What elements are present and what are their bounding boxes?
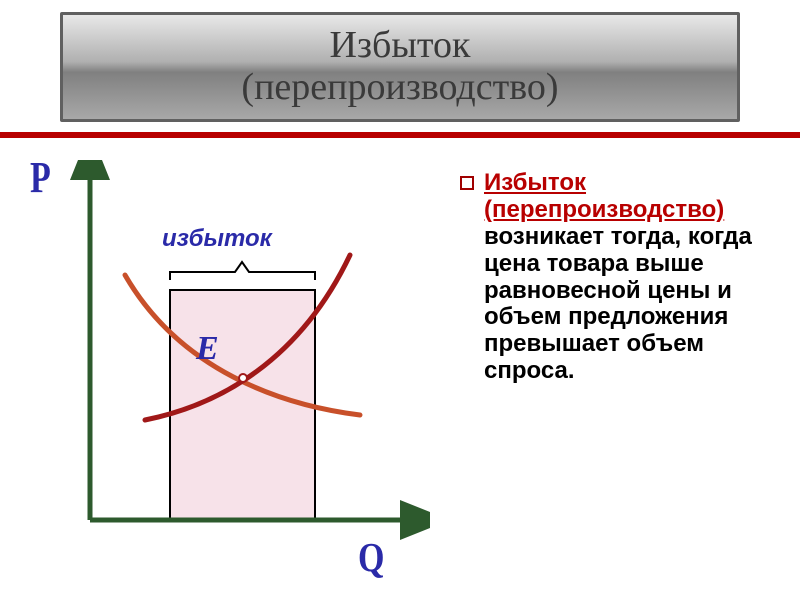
bullet-icon: [460, 176, 474, 190]
title-banner: Избыток (перепроизводство): [60, 12, 740, 122]
axis-label-p: P: [30, 154, 51, 203]
surplus-bracket: [170, 262, 315, 280]
chart-area: [30, 160, 430, 560]
title-line-1: Избыток: [330, 25, 471, 67]
surplus-label: избыток: [162, 225, 272, 253]
axis-label-q: Q: [358, 536, 384, 582]
bullet-area: Избыток (перепроизводство) возникает тог…: [460, 170, 770, 385]
title-line-2: (перепроизводство): [241, 67, 558, 109]
bullet-highlight: Избыток (перепроизводство): [484, 169, 724, 223]
equilibrium-label: E: [196, 330, 219, 368]
bullet-text: Избыток (перепроизводство) возникает тог…: [484, 170, 770, 385]
bullet-body: возникает тогда, когда цена товара выше …: [484, 223, 752, 384]
bullet-item: Избыток (перепроизводство) возникает тог…: [460, 170, 770, 385]
horizontal-rule: [0, 132, 800, 138]
equilibrium-point: [239, 374, 247, 382]
chart-svg: [30, 160, 430, 560]
